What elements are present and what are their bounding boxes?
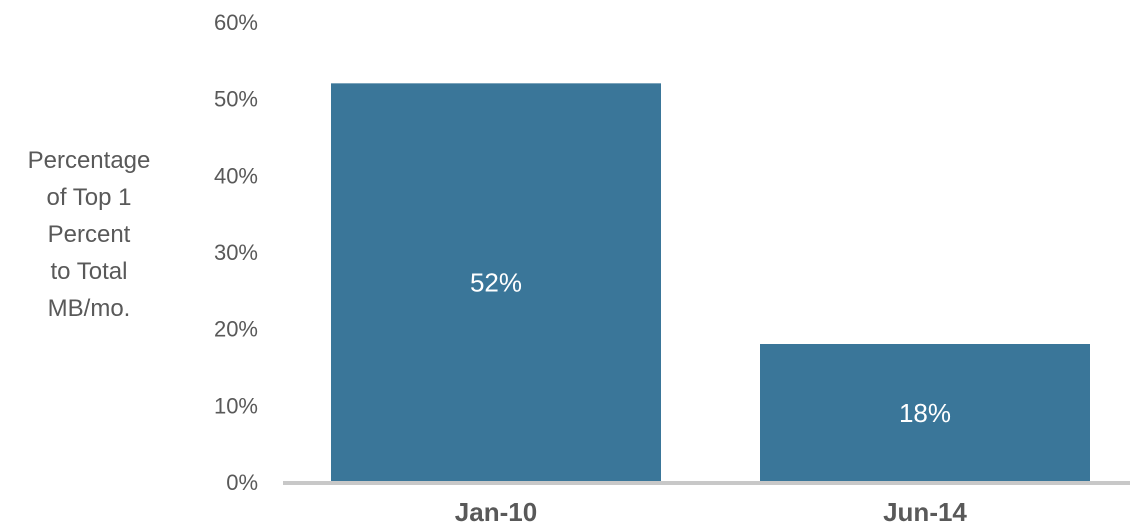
y-axis-title-line: Percent bbox=[48, 221, 131, 248]
y-tick-label: 40% bbox=[214, 163, 258, 188]
y-tick-label: 20% bbox=[214, 317, 258, 342]
y-axis-title-line: MB/mo. bbox=[48, 295, 131, 322]
y-tick-label: 50% bbox=[214, 87, 258, 112]
y-axis-title-line: to Total bbox=[51, 258, 128, 285]
x-category-label: Jan-10 bbox=[455, 497, 537, 527]
y-tick-label: 10% bbox=[214, 393, 258, 418]
bar-jan-10 bbox=[331, 83, 661, 482]
y-tick-label: 0% bbox=[226, 470, 258, 495]
y-tick-label: 30% bbox=[214, 240, 258, 265]
bar-jun-14 bbox=[760, 344, 1090, 482]
y-tick-label: 60% bbox=[214, 10, 258, 35]
bar-data-label: 52% bbox=[470, 268, 522, 298]
y-axis-title-line: of Top 1 bbox=[47, 184, 132, 211]
y-axis-title: Percentage of Top 1 Percent to Total MB/mo. bbox=[28, 147, 151, 322]
x-axis-categories: Jan-10 Jun-14 bbox=[455, 497, 968, 527]
y-axis-title-line: Percentage bbox=[28, 147, 151, 174]
bar-data-label: 18% bbox=[899, 398, 951, 428]
y-axis-ticks: 0% 10% 20% 30% 40% 50% 60% bbox=[214, 10, 258, 495]
bars: 52% 18% bbox=[331, 83, 1090, 482]
x-category-label: Jun-14 bbox=[883, 497, 967, 527]
